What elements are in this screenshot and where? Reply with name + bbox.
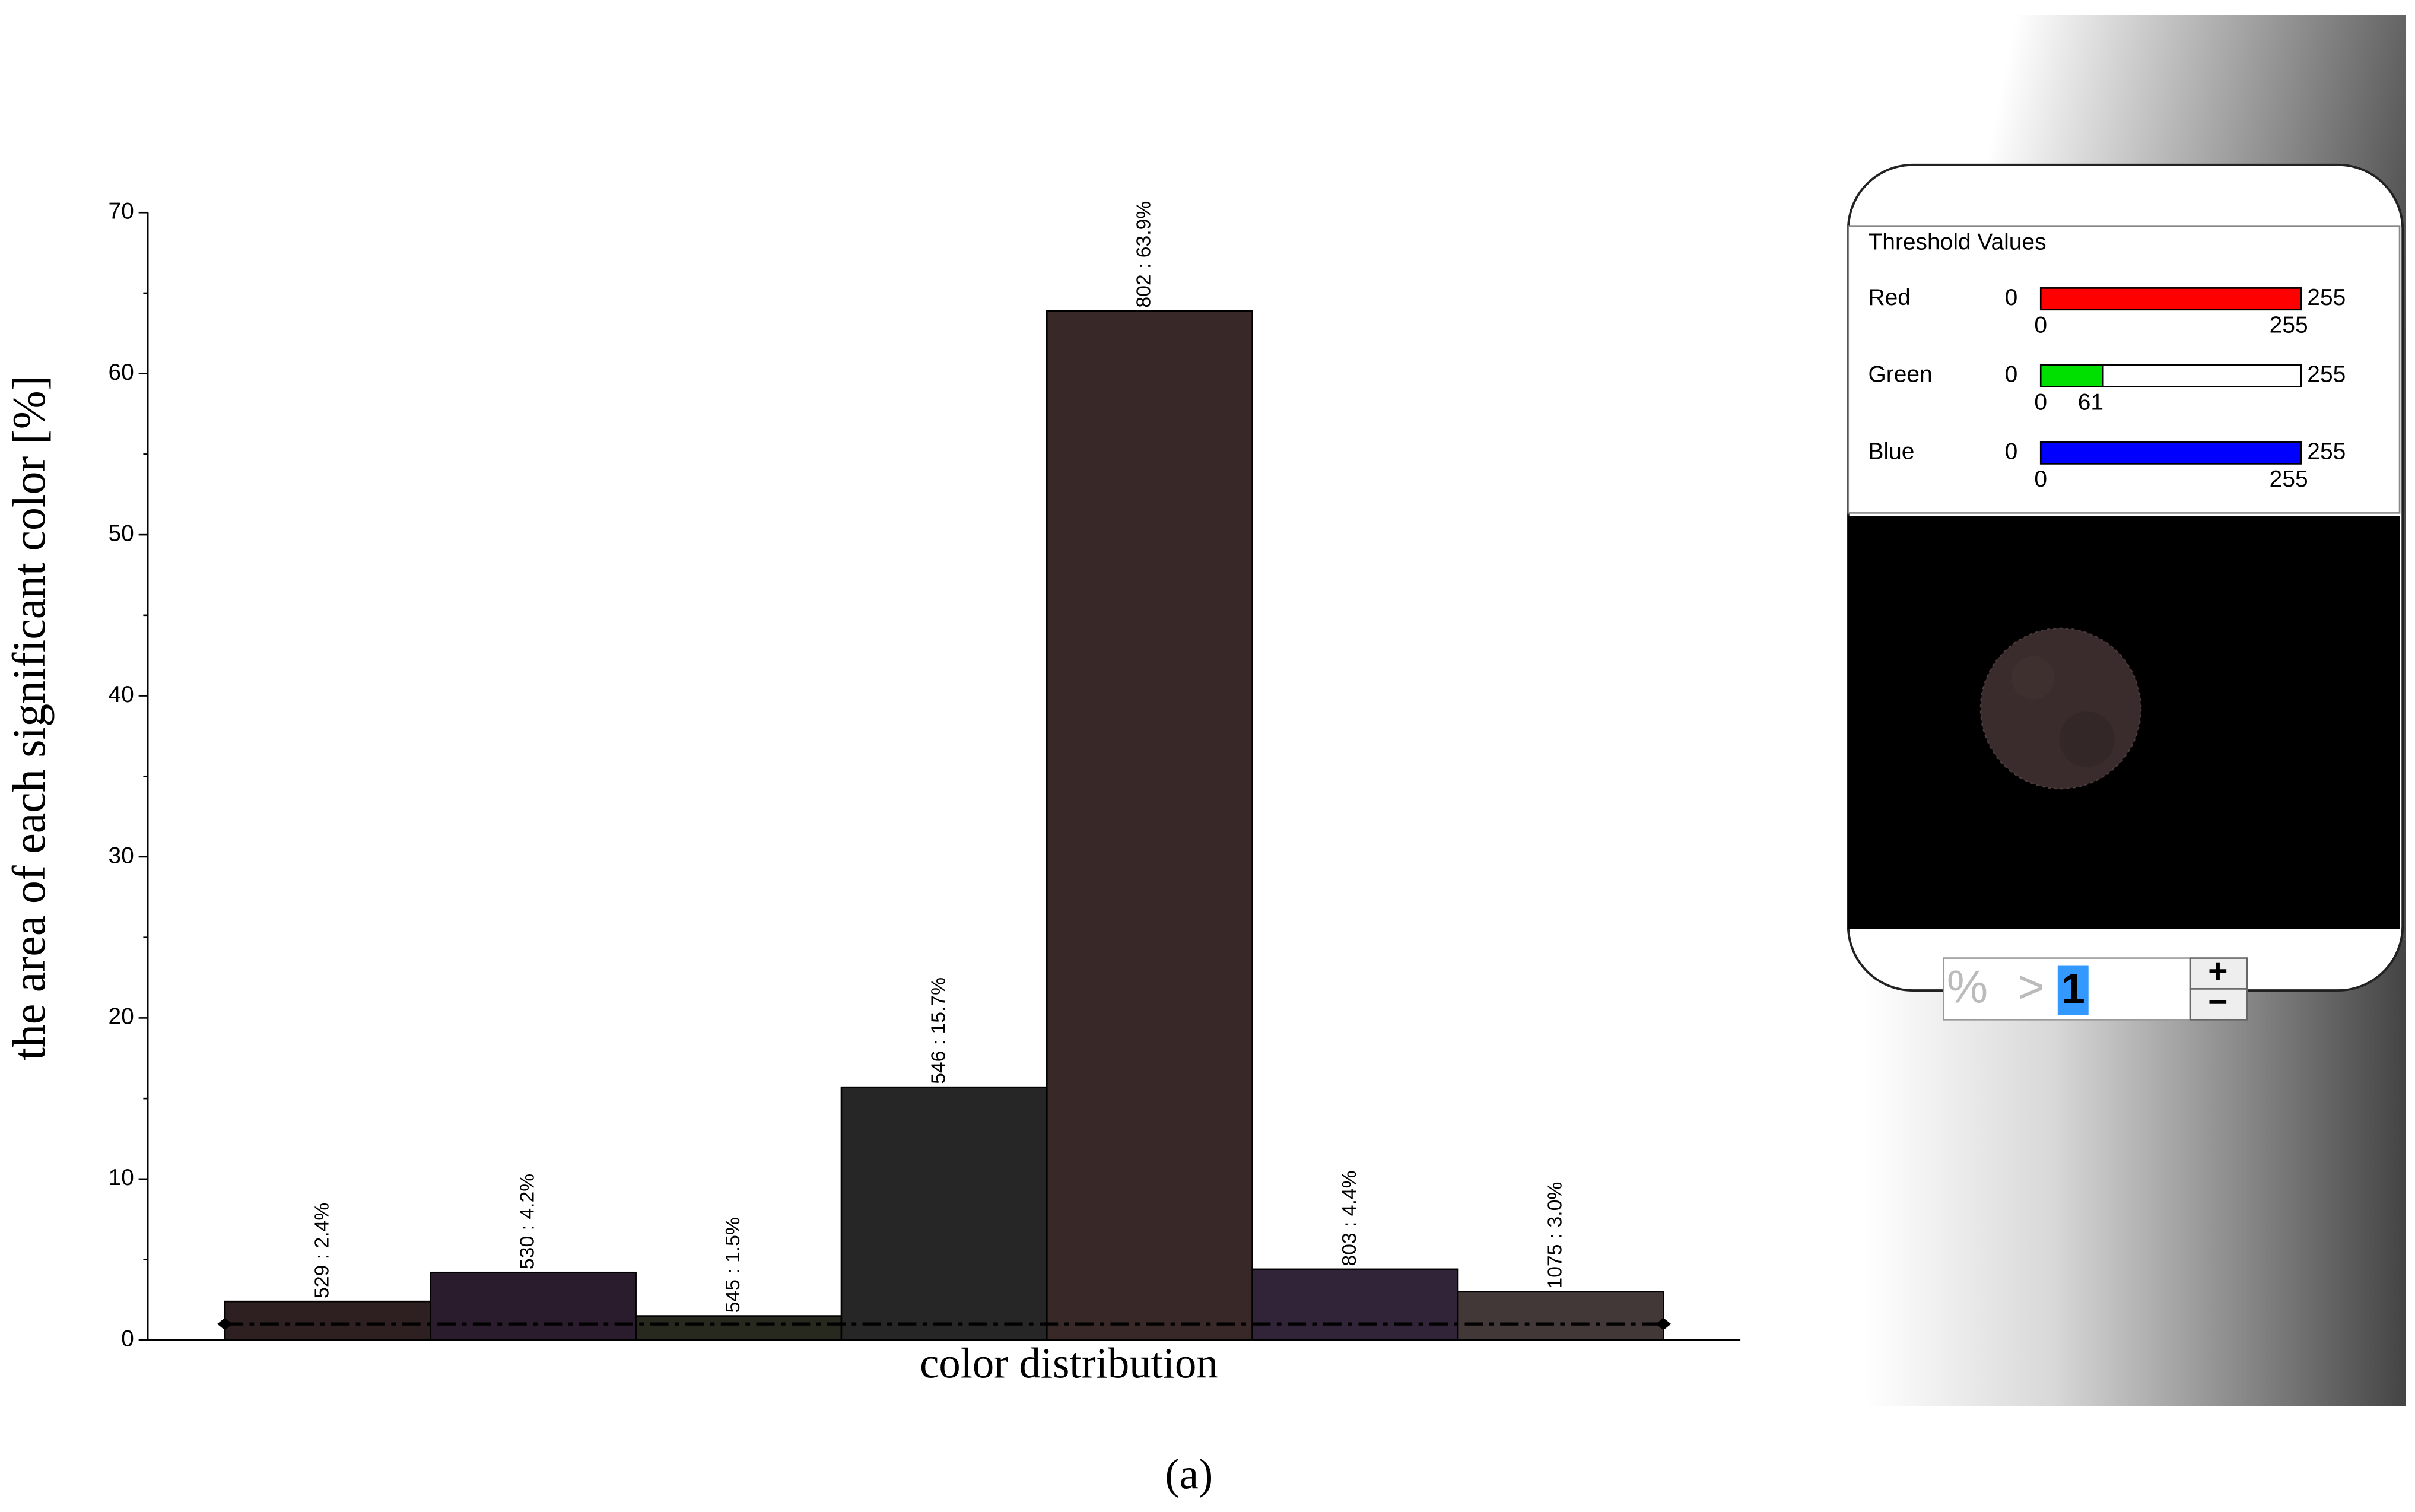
y-tick-label: 40 — [109, 682, 134, 707]
bar — [1046, 310, 1253, 1341]
operator-label: > — [2017, 962, 2044, 1013]
y-tick-label: 60 — [109, 360, 134, 385]
caption: (a) — [1165, 1450, 1213, 1498]
bar — [430, 1271, 637, 1341]
slider-low: 0 — [2034, 389, 2047, 415]
decrement-label[interactable]: − — [2208, 983, 2227, 1021]
sample-spot — [1979, 627, 2142, 790]
bar — [635, 1315, 843, 1341]
increment-button[interactable] — [2189, 957, 2248, 990]
bar — [840, 1086, 1048, 1341]
y-tick-label: 0 — [121, 1326, 134, 1352]
channel-name: Red — [1869, 285, 1911, 310]
slider-high: 255 — [2270, 466, 2308, 492]
channel-max: 255 — [2307, 439, 2346, 464]
value-label: 802 : 63.9% — [1133, 201, 1155, 308]
channel-min: 0 — [2005, 362, 2018, 387]
slider-fill — [2039, 287, 2302, 311]
channel-name: Blue — [1869, 439, 1915, 464]
sample-texture — [2059, 711, 2115, 767]
value-label: 530 : 4.2% — [516, 1174, 539, 1269]
decrement-button[interactable] — [2189, 988, 2248, 1021]
input-value[interactable]: 1 — [2061, 965, 2085, 1013]
slider-high: 61 — [2078, 389, 2103, 415]
sample-texture — [2011, 656, 2055, 700]
y-tick-label: 70 — [109, 199, 134, 224]
y-axis-label: the area of each significant color [%] — [4, 375, 55, 1060]
channel-name: Green — [1869, 362, 1933, 387]
slider-high: 255 — [2270, 313, 2308, 338]
slider-fill — [2039, 364, 2104, 387]
bar — [224, 1300, 431, 1341]
input-selection — [2057, 965, 2089, 1015]
channel-max: 255 — [2307, 285, 2346, 310]
channel-min: 0 — [2005, 285, 2018, 310]
slider-low: 0 — [2034, 466, 2047, 492]
value-label: 545 : 1.5% — [722, 1217, 744, 1313]
value-label: 1075 : 3.0% — [1543, 1182, 1566, 1289]
channel-min: 0 — [2005, 439, 2018, 464]
increment-label[interactable]: + — [2208, 952, 2227, 990]
value-label: 803 : 4.4% — [1338, 1170, 1361, 1266]
slider-fill — [2039, 441, 2302, 465]
x-axis-label: color distribution — [920, 1339, 1218, 1387]
bar — [1251, 1268, 1459, 1341]
threshold-box — [1847, 225, 2401, 514]
y-tick-label: 50 — [109, 520, 134, 546]
unit-label: % — [1947, 962, 1988, 1013]
panel-title: Threshold Values — [1869, 229, 2047, 255]
y-tick-label: 20 — [109, 1004, 134, 1030]
y-tick-label: 30 — [109, 843, 134, 868]
channel-max: 255 — [2307, 362, 2346, 387]
bar — [1457, 1291, 1664, 1341]
value-label: 546 : 15.7% — [927, 977, 949, 1084]
y-tick-label: 10 — [109, 1165, 134, 1190]
slider-low: 0 — [2034, 313, 2047, 338]
value-label: 529 : 2.4% — [310, 1203, 333, 1298]
